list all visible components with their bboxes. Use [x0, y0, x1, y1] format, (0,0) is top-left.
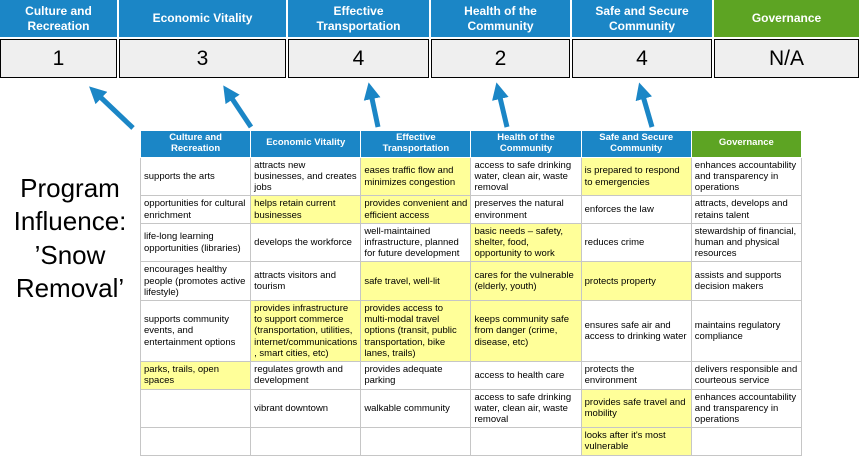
category-header-culture-and-recreation: Culture and Recreation: [0, 0, 117, 37]
matrix-row: encourages healthy people (promotes acti…: [139, 261, 803, 302]
matrix-cell: access to health care: [470, 361, 582, 390]
matrix-cell: is prepared to respond to emergencies: [580, 156, 692, 197]
matrix-header-row: Culture and Recreation Economic Vitality E…: [139, 130, 803, 158]
matrix-cell: delivers responsible and courteous servi…: [690, 361, 803, 390]
matrix-cell: protects property: [580, 261, 692, 302]
matrix-cell: walkable community: [360, 388, 472, 429]
arrow-up-icon: [492, 82, 510, 128]
matrix-cell: enhances accountability and transparency…: [690, 388, 803, 429]
score-row: 1 3 4 2 4 N/A: [0, 39, 859, 78]
matrix-cell: basic needs – safety, shelter, food, opp…: [470, 222, 582, 263]
matrix-row: supports community events, and entertain…: [139, 300, 803, 363]
matrix-cell: [360, 427, 472, 456]
score-culture-and-recreation: 1: [0, 39, 117, 78]
matrix-row: life-long learning opportunities (librar…: [139, 222, 803, 263]
matrix-cell: provides safe travel and mobility: [580, 388, 692, 429]
matrix-header: Governance: [690, 130, 803, 158]
arrow-up-icon: [223, 85, 254, 129]
category-header-safe-and-secure-community: Safe and Secure Community: [572, 0, 712, 37]
matrix-header: Effective Transportation: [360, 130, 472, 158]
matrix-cell: provides adequate parking: [360, 361, 472, 390]
arrow-up-icon: [635, 82, 655, 128]
influence-matrix: Culture and Recreation Economic Vitality E…: [139, 130, 803, 456]
matrix-cell: access to safe drinking water, clean air…: [470, 156, 582, 197]
matrix-cell: opportunities for cultural enrichment: [139, 195, 252, 224]
arrow-up-icon: [363, 82, 381, 128]
matrix-header: Safe and Secure Community: [580, 130, 692, 158]
arrow-up-icon: [89, 86, 135, 130]
matrix-cell: enforces the law: [580, 195, 692, 224]
matrix-cell: [139, 388, 252, 429]
score-arrows: [89, 82, 655, 130]
matrix-cell: access to safe drinking water, clean air…: [470, 388, 582, 429]
matrix-cell: assists and supports decision makers: [690, 261, 803, 302]
matrix-cell: enhances accountability and transparency…: [690, 156, 803, 197]
matrix-cell: stewardship of financial, human and phys…: [690, 222, 803, 263]
score-economic-vitality: 3: [119, 39, 286, 78]
matrix-header: Economic Vitality: [250, 130, 362, 158]
page-title: Program Influence: ’Snow Removal’: [13, 173, 127, 303]
matrix-row: opportunities for cultural enrichment hel…: [139, 195, 803, 224]
matrix-cell: maintains regulatory compliance: [690, 300, 803, 363]
matrix-cell: parks, trails, open spaces: [139, 361, 252, 390]
category-header-row: Culture and Recreation Economic Vitality…: [0, 0, 859, 37]
category-header-economic-vitality: Economic Vitality: [119, 0, 286, 37]
score-health-of-the-community: 2: [431, 39, 570, 78]
matrix-cell: encourages healthy people (promotes acti…: [139, 261, 252, 302]
matrix-cell: provides access to multi-modal travel op…: [360, 300, 472, 363]
matrix-cell: reduces crime: [580, 222, 692, 263]
matrix-header: Culture and Recreation: [139, 130, 252, 158]
matrix-cell: eases traffic flow and minimizes congest…: [360, 156, 472, 197]
matrix-cell: vibrant downtown: [250, 388, 362, 429]
matrix-cell: looks after it's most vulnerable: [580, 427, 692, 456]
matrix-cell: attracts new businesses, and creates job…: [250, 156, 362, 197]
matrix-header: Health of the Community: [470, 130, 582, 158]
matrix-container: Culture and Recreation Economic Vitality E…: [139, 130, 803, 456]
matrix-cell: supports community events, and entertain…: [139, 300, 252, 363]
score-governance: N/A: [714, 39, 859, 78]
matrix-cell: safe travel, well-lit: [360, 261, 472, 302]
matrix-cell: regulates growth and development: [250, 361, 362, 390]
matrix-row: looks after it's most vulnerable: [139, 427, 803, 456]
score-effective-transportation: 4: [288, 39, 429, 78]
category-header-health-of-the-community: Health of the Community: [431, 0, 570, 37]
matrix-cell: [690, 427, 803, 456]
matrix-cell: attracts, develops and retains talent: [690, 195, 803, 224]
category-header-effective-transportation: Effective Transportation: [288, 0, 429, 37]
category-header-governance: Governance: [714, 0, 859, 37]
matrix-cell: helps retain current businesses: [250, 195, 362, 224]
matrix-row: vibrant downtown walkable community access…: [139, 388, 803, 429]
matrix-cell: life-long learning opportunities (librar…: [139, 222, 252, 263]
matrix-cell: protects the environment: [580, 361, 692, 390]
matrix-cell: ensures safe air and access to drinking …: [580, 300, 692, 363]
matrix-cell: attracts visitors and tourism: [250, 261, 362, 302]
matrix-cell: provides convenient and efficient access: [360, 195, 472, 224]
matrix-cell: preserves the natural environment: [470, 195, 582, 224]
matrix-cell: cares for the vulnerable (elderly, youth…: [470, 261, 582, 302]
matrix-cell: provides infrastructure to support comme…: [250, 300, 362, 363]
matrix-cell: keeps community safe from danger (crime,…: [470, 300, 582, 363]
matrix-row: supports the arts attracts new businesses…: [139, 156, 803, 197]
score-safe-and-secure-community: 4: [572, 39, 712, 78]
matrix-cell: develops the workforce: [250, 222, 362, 263]
matrix-cell: [139, 427, 252, 456]
matrix-cell: supports the arts: [139, 156, 252, 197]
matrix-cell: [470, 427, 582, 456]
matrix-cell: [250, 427, 362, 456]
matrix-row: parks, trails, open spaces regulates grow…: [139, 361, 803, 390]
matrix-cell: well-maintained infrastructure, planned …: [360, 222, 472, 263]
